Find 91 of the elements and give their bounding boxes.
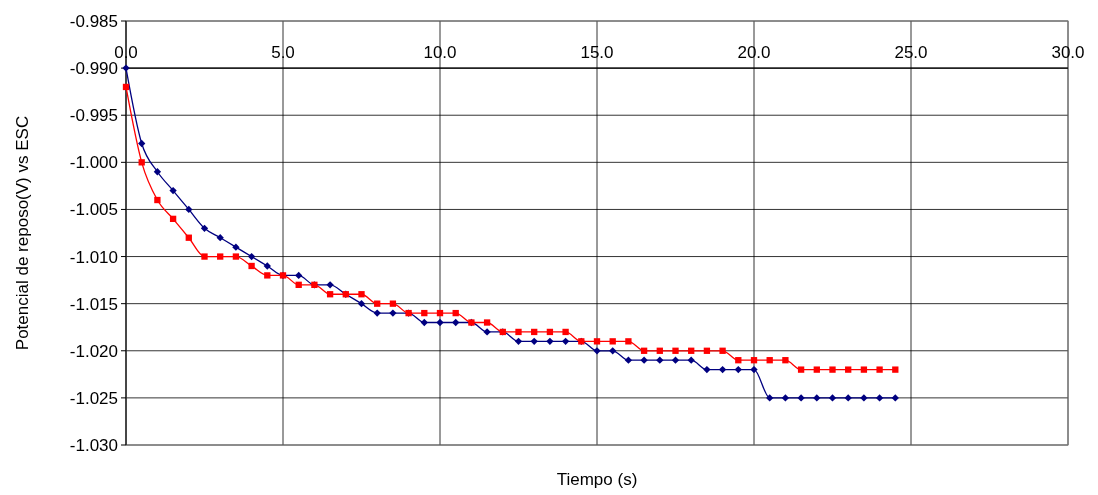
point	[766, 394, 774, 402]
point	[656, 347, 663, 354]
point	[389, 300, 397, 307]
point	[734, 365, 742, 374]
point	[718, 365, 727, 374]
point	[452, 318, 460, 327]
point	[735, 357, 742, 364]
point	[640, 347, 648, 354]
y-tick-label: -0.995	[69, 106, 118, 126]
point	[609, 338, 616, 345]
y-tick-label: -0.985	[69, 11, 118, 31]
point	[531, 328, 538, 336]
point	[247, 252, 256, 261]
point	[656, 356, 664, 364]
point	[625, 338, 632, 345]
point	[530, 337, 538, 346]
point	[515, 328, 522, 336]
point	[154, 196, 161, 204]
point	[813, 366, 820, 373]
point	[624, 356, 633, 364]
point	[421, 309, 428, 317]
point	[217, 253, 224, 260]
point	[264, 272, 271, 279]
point	[358, 291, 365, 298]
point	[719, 347, 726, 354]
point	[892, 366, 899, 373]
point	[216, 234, 224, 242]
point	[357, 300, 366, 308]
point	[860, 366, 868, 373]
y-tick-label: -1.015	[69, 294, 118, 314]
point	[295, 281, 302, 288]
point	[703, 365, 711, 374]
point	[374, 300, 381, 307]
point	[295, 271, 303, 280]
x-tick-label: 20.0	[737, 43, 771, 63]
point	[546, 328, 554, 336]
point	[248, 262, 255, 270]
point	[483, 319, 491, 326]
point	[185, 234, 192, 241]
point	[200, 224, 209, 232]
point	[326, 291, 334, 298]
x-tick-label: 5.0	[271, 43, 295, 63]
point	[185, 205, 193, 214]
x-tick-label: 10.0	[423, 43, 457, 63]
y-tick-label: -1.030	[69, 435, 118, 455]
point	[562, 328, 569, 336]
point	[138, 159, 145, 166]
y-tick-label: -1.010	[69, 247, 118, 267]
point	[845, 366, 852, 373]
point	[876, 366, 883, 373]
point	[169, 215, 177, 223]
y-tick-label: -1.000	[69, 153, 118, 173]
point	[420, 318, 428, 327]
point	[782, 357, 789, 364]
y-tick-label: -1.020	[69, 341, 118, 361]
y-tick-label: -0.990	[69, 59, 118, 79]
y-tick-label: -1.005	[69, 200, 118, 220]
point	[797, 366, 805, 373]
y-tick-label: -1.025	[69, 388, 118, 408]
point	[703, 347, 711, 354]
point	[688, 347, 695, 354]
point	[514, 337, 523, 346]
point	[232, 253, 240, 260]
point	[436, 309, 444, 317]
x-tick-label: 30.0	[1051, 43, 1085, 63]
point	[829, 366, 836, 373]
y-axis-title: Potencial de reposo(V) vs ESC	[13, 115, 32, 351]
point	[828, 394, 837, 402]
x-tick-label: 15.0	[580, 43, 614, 63]
point	[672, 347, 679, 354]
point	[561, 337, 570, 346]
point	[593, 338, 601, 345]
point	[750, 357, 758, 364]
point	[766, 357, 773, 364]
point	[122, 83, 130, 91]
x-tick-label: 25.0	[894, 43, 928, 63]
point	[609, 347, 617, 355]
x-axis-title: Tiempo (s)	[556, 470, 638, 489]
point	[546, 337, 554, 346]
point	[169, 186, 177, 195]
point	[671, 356, 680, 364]
point	[875, 394, 884, 402]
point	[750, 365, 758, 374]
point	[138, 139, 146, 148]
point	[201, 253, 208, 260]
point	[153, 168, 162, 176]
point	[687, 356, 695, 364]
point	[452, 309, 459, 317]
point	[891, 394, 899, 402]
point	[436, 318, 444, 327]
point	[781, 394, 790, 402]
